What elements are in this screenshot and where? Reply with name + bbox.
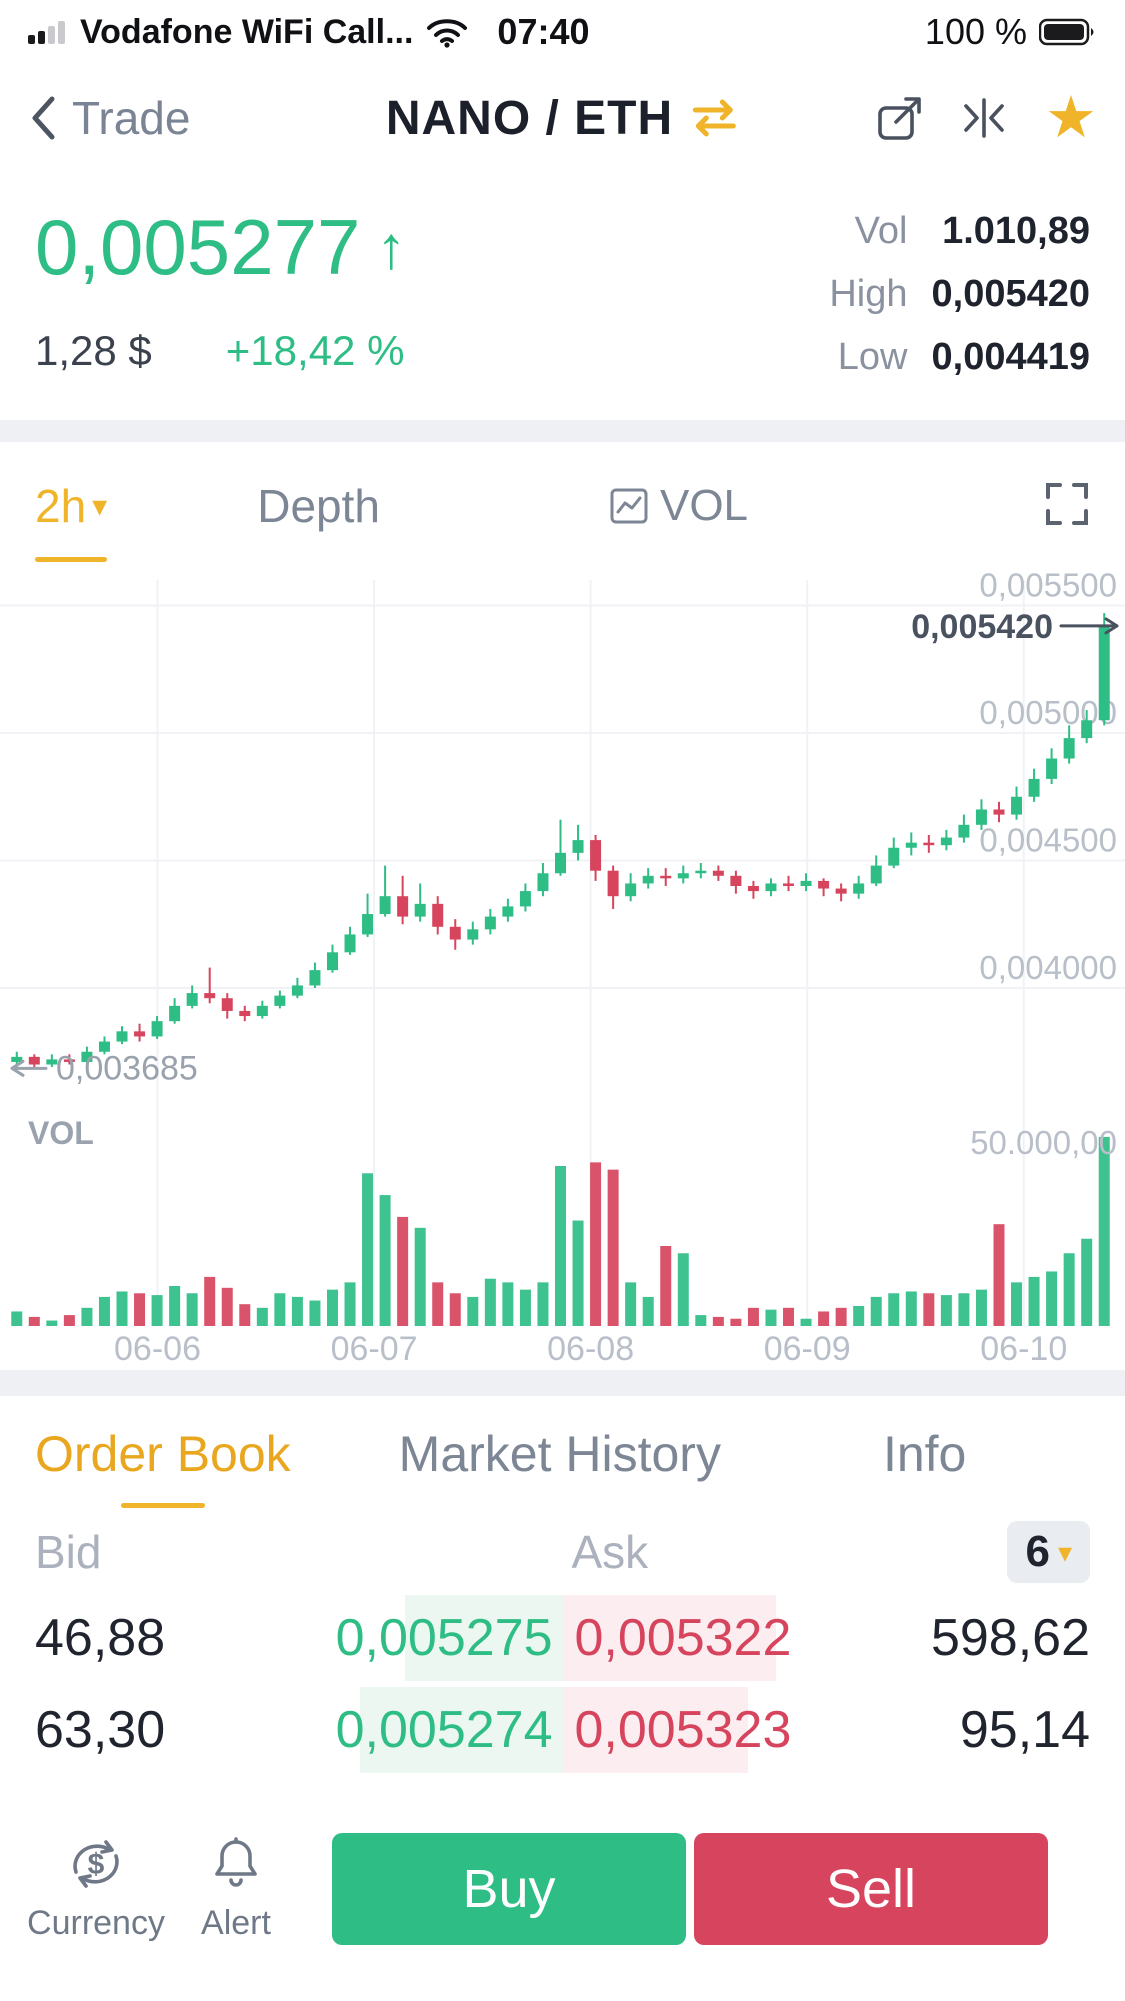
order-book-row[interactable]: 63,30 0,005274 0,005323 95,14 bbox=[0, 1684, 1125, 1776]
ask-depth-bar bbox=[562, 1687, 749, 1773]
vol-value: 1.010,89 bbox=[942, 210, 1090, 252]
ask-column-label: Ask bbox=[571, 1526, 649, 1578]
chevron-left-icon bbox=[32, 96, 55, 140]
back-label: Trade bbox=[72, 92, 191, 144]
carrier-label: Vodafone WiFi Call... bbox=[80, 12, 414, 51]
pair-title: NANO / ETH bbox=[385, 91, 674, 145]
fiat-value: 1,28 $ bbox=[35, 327, 152, 374]
interval-selector[interactable]: 2h ▾ bbox=[35, 442, 107, 570]
high-label: High bbox=[829, 273, 908, 315]
bottom-tabs: Order Book Market History Info bbox=[0, 1396, 1125, 1512]
caret-down-icon: ▾ bbox=[92, 489, 108, 523]
bid-quantity: 63,30 bbox=[35, 1701, 166, 1759]
bid-column-label: Bid bbox=[35, 1526, 102, 1578]
svg-text:0,003685: 0,003685 bbox=[56, 1049, 198, 1087]
alert-label: Alert bbox=[201, 1904, 271, 1942]
low-value: 0,004419 bbox=[931, 336, 1091, 378]
caret-down-icon: ▾ bbox=[1057, 1536, 1072, 1568]
currency-swap-icon: $ bbox=[73, 1840, 119, 1888]
chart-controls: 2h ▾ Depth VOL bbox=[0, 442, 1125, 570]
divider-band bbox=[0, 1370, 1125, 1396]
active-tab-underline bbox=[120, 1503, 205, 1508]
favorite-star-icon[interactable]: ★ bbox=[1045, 85, 1097, 150]
ask-price[interactable]: 0,005322 bbox=[574, 1609, 792, 1667]
tab-info[interactable]: Info bbox=[882, 1426, 967, 1482]
svg-text:06-09: 06-09 bbox=[764, 1330, 851, 1368]
group-value: 6 bbox=[1025, 1527, 1050, 1576]
share-icon[interactable] bbox=[877, 94, 923, 142]
alert-bell-icon bbox=[215, 1837, 257, 1887]
action-bar: $ Currency Alert Buy Sell bbox=[0, 1776, 1125, 2001]
divider-band bbox=[0, 420, 1125, 442]
bid-price[interactable]: 0,005275 bbox=[335, 1609, 553, 1667]
svg-text:VOL: VOL bbox=[28, 1115, 94, 1151]
ask-quantity: 95,14 bbox=[959, 1701, 1090, 1759]
order-book-header: Bid Ask 6 ▾ bbox=[0, 1512, 1125, 1592]
change-percent: +18,42 % bbox=[225, 327, 405, 374]
svg-text:0,004500: 0,004500 bbox=[979, 822, 1117, 859]
svg-text:$: $ bbox=[88, 1848, 105, 1881]
high-value: 0,005420 bbox=[931, 273, 1091, 315]
svg-text:06-10: 06-10 bbox=[980, 1330, 1067, 1368]
svg-text:0,005000: 0,005000 bbox=[979, 694, 1117, 731]
svg-text:06-08: 06-08 bbox=[547, 1330, 634, 1368]
ask-quantity: 598,62 bbox=[930, 1609, 1090, 1667]
svg-text:0,005420: 0,005420 bbox=[911, 608, 1053, 646]
bid-quantity: 46,88 bbox=[35, 1609, 166, 1667]
indicator-chart-icon bbox=[610, 488, 648, 524]
currency-label: Currency bbox=[27, 1904, 165, 1942]
sell-button[interactable]: Sell bbox=[694, 1832, 1048, 1945]
low-label: Low bbox=[837, 336, 908, 378]
battery-percent: 100 % bbox=[924, 11, 1027, 52]
ask-price[interactable]: 0,005323 bbox=[574, 1701, 792, 1759]
candlestick-chart[interactable]: 0,005500 0,005000 0,004500 0,004000 0,003685… bbox=[0, 570, 1125, 1370]
page-header: Trade NANO / ETH ★ bbox=[0, 64, 1125, 172]
ask-depth-bar bbox=[562, 1595, 777, 1681]
buy-button[interactable]: Buy bbox=[332, 1832, 686, 1945]
svg-text:0,005500: 0,005500 bbox=[979, 570, 1117, 604]
back-button[interactable]: Trade bbox=[28, 91, 190, 145]
interval-label: 2h bbox=[35, 480, 87, 532]
vol-indicator-toggle[interactable]: VOL bbox=[610, 481, 748, 531]
tab-order-book[interactable]: Order Book bbox=[35, 1396, 291, 1512]
depth-group-selector[interactable]: 6 ▾ bbox=[1007, 1521, 1090, 1583]
cell-signal-icon bbox=[28, 21, 65, 44]
swap-pair-icon[interactable] bbox=[689, 98, 739, 138]
svg-text:06-06: 06-06 bbox=[114, 1330, 201, 1368]
bid-depth-bar bbox=[405, 1595, 563, 1681]
order-book-row[interactable]: 46,88 0,005275 0,005322 598,62 bbox=[0, 1592, 1125, 1684]
bid-depth-bar bbox=[360, 1687, 563, 1773]
tab-market-history[interactable]: Market History bbox=[398, 1426, 721, 1482]
depth-tab[interactable]: Depth bbox=[257, 480, 380, 532]
battery-icon bbox=[1039, 18, 1094, 46]
alert-button[interactable]: Alert bbox=[166, 1834, 306, 1943]
fullscreen-icon[interactable] bbox=[1044, 481, 1090, 532]
active-underline bbox=[35, 557, 107, 562]
vol-label: Vol bbox=[854, 210, 908, 252]
ticker-section: 0,005277 ↑ 1,28 $ +18,42 % Vol 1.010,89 … bbox=[0, 172, 1125, 420]
svg-text:50.000,00: 50.000,00 bbox=[970, 1124, 1117, 1161]
svg-text:06-07: 06-07 bbox=[331, 1330, 418, 1368]
last-price: 0,005277 bbox=[35, 203, 361, 291]
status-bar: Vodafone WiFi Call... 07:40 100 % bbox=[0, 0, 1125, 64]
compare-candles-icon[interactable] bbox=[961, 96, 1007, 140]
currency-button[interactable]: $ Currency bbox=[26, 1834, 166, 1943]
clock: 07:40 bbox=[497, 11, 590, 52]
svg-text:0,004000: 0,004000 bbox=[979, 949, 1117, 986]
price-up-arrow-icon: ↑ bbox=[376, 214, 407, 281]
vol-toggle-label: VOL bbox=[659, 481, 749, 530]
wifi-icon bbox=[427, 19, 468, 48]
tab-order-book-label: Order Book bbox=[35, 1426, 291, 1482]
bid-price[interactable]: 0,005274 bbox=[335, 1701, 553, 1759]
daily-stats: Vol 1.010,89 High 0,005420 Low 0,004419 bbox=[829, 202, 1090, 420]
